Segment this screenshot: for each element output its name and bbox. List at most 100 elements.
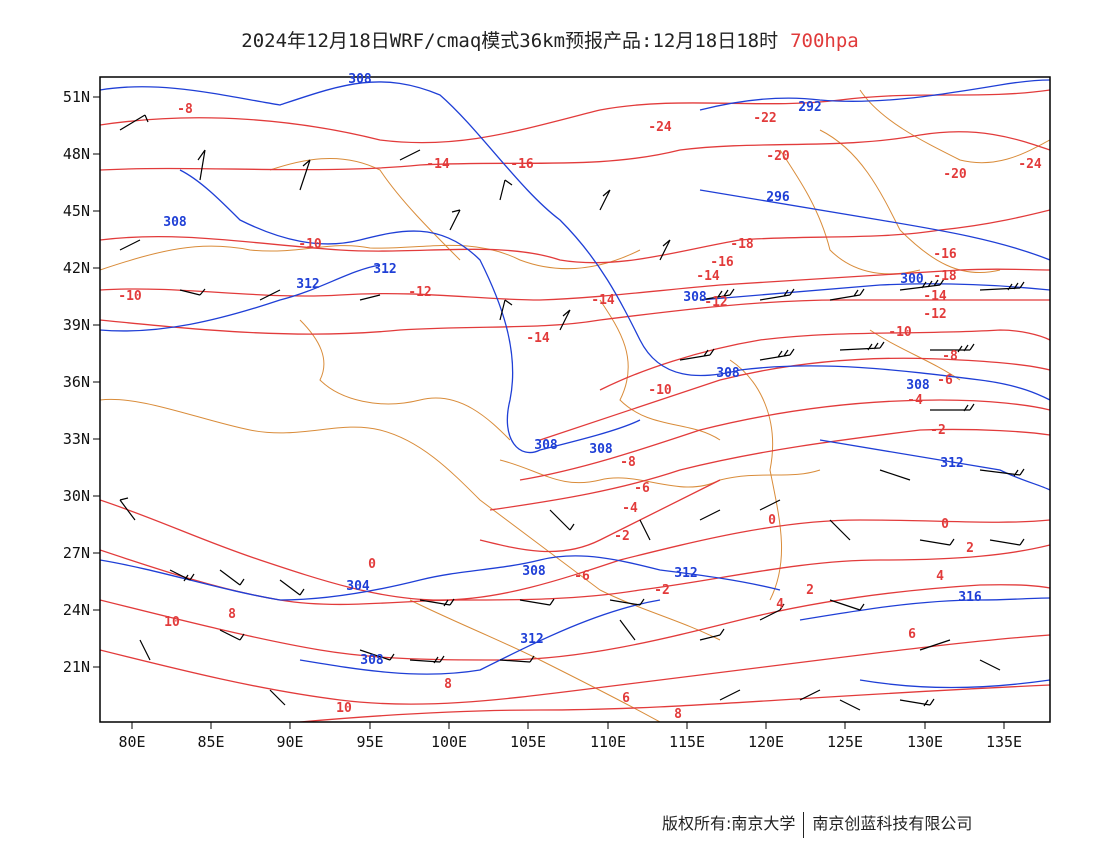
height-label: 308	[534, 438, 558, 453]
temp-label: -14	[426, 157, 450, 172]
height-label: 312	[373, 262, 396, 277]
lat-label: 21N	[63, 658, 90, 676]
copyright-left: 版权所有:南京大学	[662, 814, 796, 833]
lon-label: 80E	[118, 733, 145, 751]
map-title: 2024年12月18日WRF/cmaq模式36km预报产品:12月18日18时 7…	[0, 26, 1100, 53]
height-label: 312	[296, 277, 319, 292]
temp-label: -16	[933, 247, 957, 262]
lat-label: 39N	[63, 316, 90, 334]
temp-label: -8	[620, 455, 636, 470]
height-labels: 308 292 296 308 312 312 300 308 308 308 …	[163, 72, 982, 668]
temp-label: -14	[696, 269, 720, 284]
height-label: 312	[940, 456, 963, 471]
lon-label: 110E	[590, 733, 626, 751]
wind-barbs	[119, 114, 1025, 711]
temperature-labels: -8 -24 -22 -14 -16 -20 -20 -24 -10 -18 -…	[118, 102, 1042, 722]
lat-label: 27N	[63, 544, 90, 562]
height-label: 308	[589, 442, 613, 457]
lat-label: 24N	[63, 601, 90, 619]
temp-label: -12	[704, 295, 727, 310]
lon-label: 95E	[356, 733, 383, 751]
temp-label: 10	[336, 701, 352, 716]
temp-label: -10	[888, 325, 912, 340]
title-main: 2024年12月18日WRF/cmaq模式36km预报产品:12月18日18时	[241, 30, 779, 52]
map-frame	[99, 76, 1051, 723]
height-contours	[100, 79, 1050, 689]
temp-label: -18	[933, 269, 957, 284]
title-level: 700hpa	[790, 30, 859, 52]
copyright-divider	[803, 811, 805, 838]
temp-label: 2	[966, 541, 974, 556]
temp-label: -16	[510, 157, 534, 172]
temp-label: 4	[776, 597, 784, 612]
lon-label: 130E	[907, 733, 943, 751]
temp-label: -12	[923, 307, 946, 322]
temp-label: -6	[634, 481, 650, 496]
temp-label: -8	[942, 349, 958, 364]
axis-ticks	[93, 96, 1005, 729]
temp-label: -20	[943, 167, 967, 182]
lat-label: 48N	[63, 145, 90, 163]
height-label: 304	[346, 579, 370, 594]
temp-label: 2	[806, 583, 814, 598]
lon-label: 115E	[669, 733, 705, 751]
lon-label: 135E	[986, 733, 1022, 751]
temp-label: 10	[164, 615, 180, 630]
lon-labels: 80E 85E 90E 95E 100E 105E 110E 115E 120E…	[118, 733, 1022, 751]
lon-label: 90E	[276, 733, 303, 751]
copyright-right: 南京创蓝科技有限公司	[812, 814, 973, 833]
temp-label: -10	[298, 237, 322, 252]
height-label: 308	[522, 564, 546, 579]
lat-label: 36N	[63, 373, 90, 391]
temp-label: 8	[228, 607, 236, 622]
temp-label: -18	[730, 237, 754, 252]
height-label: 308	[348, 72, 372, 87]
temp-label: -2	[930, 423, 946, 438]
temp-label: -10	[648, 383, 672, 398]
temp-label: -2	[614, 529, 630, 544]
lat-label: 33N	[63, 430, 90, 448]
temp-label: 6	[908, 627, 916, 642]
temp-label: -8	[177, 102, 193, 117]
height-label: 296	[766, 190, 790, 205]
lon-label: 105E	[510, 733, 546, 751]
height-label: 300	[900, 272, 924, 287]
lat-label: 45N	[63, 202, 90, 220]
temp-label: -14	[591, 293, 615, 308]
temp-label: -6	[937, 373, 953, 388]
temp-label: -24	[1018, 157, 1042, 172]
temp-label: -22	[753, 111, 776, 126]
lon-label: 125E	[827, 733, 863, 751]
temp-label: 6	[622, 691, 630, 706]
lat-label: 30N	[63, 487, 90, 505]
lat-label: 51N	[63, 88, 90, 106]
height-label: 308	[683, 290, 707, 305]
temp-label: -2	[654, 583, 670, 598]
lat-labels: 51N 48N 45N 42N 39N 36N 33N 30N 27N 24N …	[63, 88, 90, 676]
temp-label: 8	[444, 677, 452, 692]
lat-label: 42N	[63, 259, 90, 277]
plot-area	[100, 79, 1050, 722]
height-label: 308	[906, 378, 930, 393]
temp-label: -4	[622, 501, 638, 516]
temp-label: 0	[368, 557, 376, 572]
height-label: 308	[163, 215, 187, 230]
height-label: 312	[520, 632, 543, 647]
temp-label: -14	[526, 331, 550, 346]
temp-label: -4	[907, 393, 923, 408]
height-label: 308	[360, 653, 384, 668]
lon-label: 100E	[431, 733, 467, 751]
temp-label: 0	[768, 513, 776, 528]
height-label: 316	[958, 590, 982, 605]
temp-label: -10	[118, 289, 142, 304]
temp-label: -6	[574, 569, 590, 584]
height-label: 312	[674, 566, 697, 581]
temp-label: 0	[941, 517, 949, 532]
copyright-footer: 版权所有:南京大学 南京创蓝科技有限公司	[662, 810, 972, 838]
temp-label: -16	[710, 255, 734, 270]
temp-label: 4	[936, 569, 944, 584]
temp-label: -24	[648, 120, 672, 135]
height-label: 292	[798, 100, 821, 115]
temp-label: -20	[766, 149, 790, 164]
